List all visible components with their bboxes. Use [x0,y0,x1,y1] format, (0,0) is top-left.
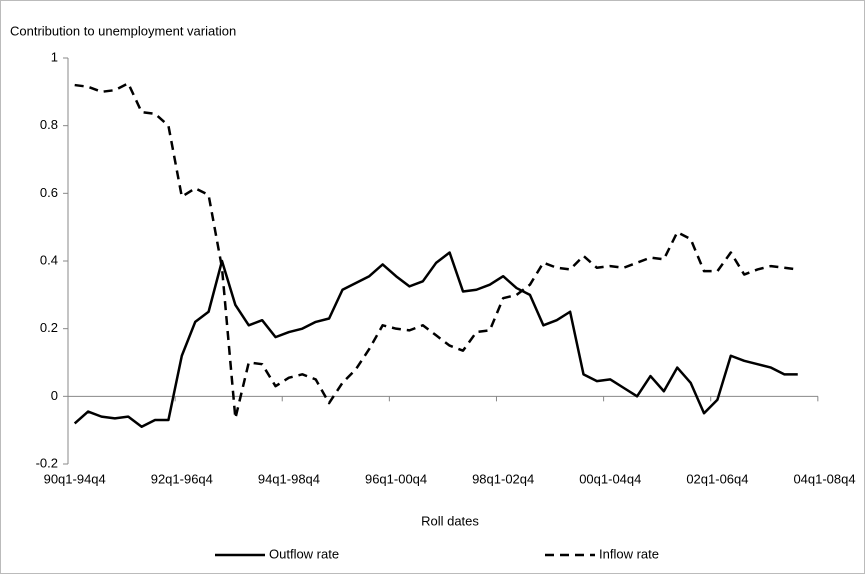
x-tick-label: 94q1-98q4 [258,471,320,486]
legend-label: Outflow rate [269,546,339,561]
y-tick-label: 0.2 [40,320,58,335]
legend-label: Inflow rate [599,546,659,561]
x-tick-label: 90q1-94q4 [44,471,106,486]
y-tick-label: 0.4 [40,252,58,267]
y-tick-label: 0.6 [40,185,58,200]
x-tick-label: 00q1-04q4 [579,471,641,486]
x-axis-title: Roll dates [421,513,479,528]
y-axis-title: Contribution to unemployment variation [10,23,236,38]
x-tick-label: 92q1-96q4 [151,471,213,486]
series-line [74,82,798,420]
y-tick-label: 1 [51,49,58,64]
series-line [73,251,798,429]
x-tick-label: 02q1-06q4 [686,471,748,486]
y-tick-label: 0.8 [40,117,58,132]
x-tick-label: 98q1-02q4 [472,471,534,486]
y-tick-label: 0 [51,388,58,403]
x-tick-label: 04q1-08q4 [793,471,855,486]
y-tick-label: -0.2 [36,455,58,470]
x-tick-label: 96q1-00q4 [365,471,427,486]
